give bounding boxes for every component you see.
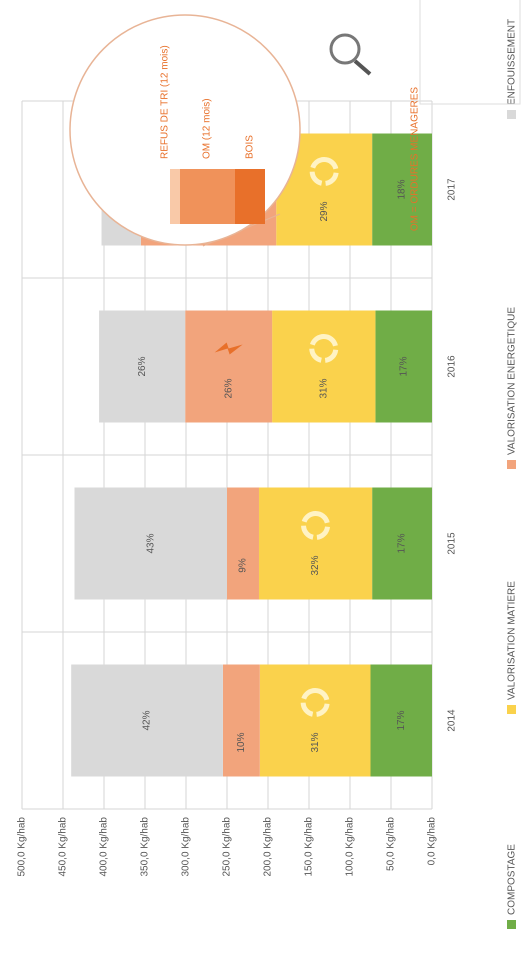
chart: 0,0 Kg/hab 50,0 Kg/hab 100,0 Kg/hab 150,0 K… (0, 0, 529, 959)
legend-label: ENFOUISSEMENT (507, 19, 518, 105)
inset-segment (170, 169, 180, 224)
data-label: 42% (142, 710, 153, 730)
bar-segment (223, 665, 260, 777)
data-label: 43% (145, 533, 156, 553)
x-tick-label: 2016 (447, 355, 458, 378)
data-label: 26% (137, 356, 148, 376)
bar-segment (259, 488, 372, 600)
y-tick-label: 0,0 Kg/hab (427, 817, 438, 866)
data-label: 17% (396, 710, 407, 730)
data-label: 9% (238, 558, 249, 573)
legend-swatch (507, 705, 516, 714)
y-tick-label: 350,0 Kg/hab (140, 817, 151, 877)
magnifier (331, 35, 359, 63)
inset-note: OM = ORDURES MENAGERES (410, 87, 421, 232)
legend-label: VALORISATION ENERGETIQUE (507, 307, 518, 455)
legend-swatch (507, 110, 516, 119)
legend-swatch (507, 460, 516, 469)
data-label: 31% (318, 378, 329, 398)
y-tick-label: 450,0 Kg/hab (58, 817, 69, 877)
inset-label: OM (12 mois) (202, 98, 213, 159)
legend-frame (420, 0, 520, 104)
data-label: 26% (223, 378, 234, 398)
data-label: 31% (310, 732, 321, 752)
y-tick-label: 300,0 Kg/hab (181, 817, 192, 877)
bar-segment (185, 311, 272, 423)
magnifier-handle (355, 61, 370, 74)
y-tick-label: 100,0 Kg/hab (345, 817, 356, 877)
y-tick-label: 150,0 Kg/hab (304, 817, 315, 877)
rotated-chart: 0,0 Kg/hab 50,0 Kg/hab 100,0 Kg/hab 150,0 K… (17, 0, 520, 929)
legend-label: VALORISATION MATIERE (507, 581, 518, 700)
data-label: 32% (310, 555, 321, 575)
y-tick-label: 50,0 Kg/hab (386, 817, 397, 871)
inset-segment (180, 169, 235, 224)
legend-swatch (507, 920, 516, 929)
x-tick-label: 2014 (447, 709, 458, 732)
data-label: 18% (397, 179, 408, 199)
bar-segment (260, 665, 371, 777)
inset-segment (235, 169, 265, 224)
data-label: 17% (398, 356, 409, 376)
y-tick-label: 500,0 Kg/hab (17, 817, 28, 877)
bar-segment (272, 311, 375, 423)
y-tick-label: 250,0 Kg/hab (222, 817, 233, 877)
inset-label: BOIS (245, 135, 256, 159)
y-tick-label: 400,0 Kg/hab (99, 817, 110, 877)
x-tick-label: 2017 (447, 178, 458, 201)
y-tick-label: 200,0 Kg/hab (263, 817, 274, 877)
x-tick-label: 2015 (447, 532, 458, 555)
data-label: 17% (397, 533, 408, 553)
data-label: 10% (236, 732, 247, 752)
legend-label: COMPOSTAGE (507, 844, 518, 915)
page: 0,0 Kg/hab 50,0 Kg/hab 100,0 Kg/hab 150,0 K… (0, 0, 529, 959)
inset-label: REFUS DE TRI (12 mois) (160, 45, 171, 159)
data-label: 29% (319, 201, 330, 221)
bar-segment (227, 488, 259, 600)
